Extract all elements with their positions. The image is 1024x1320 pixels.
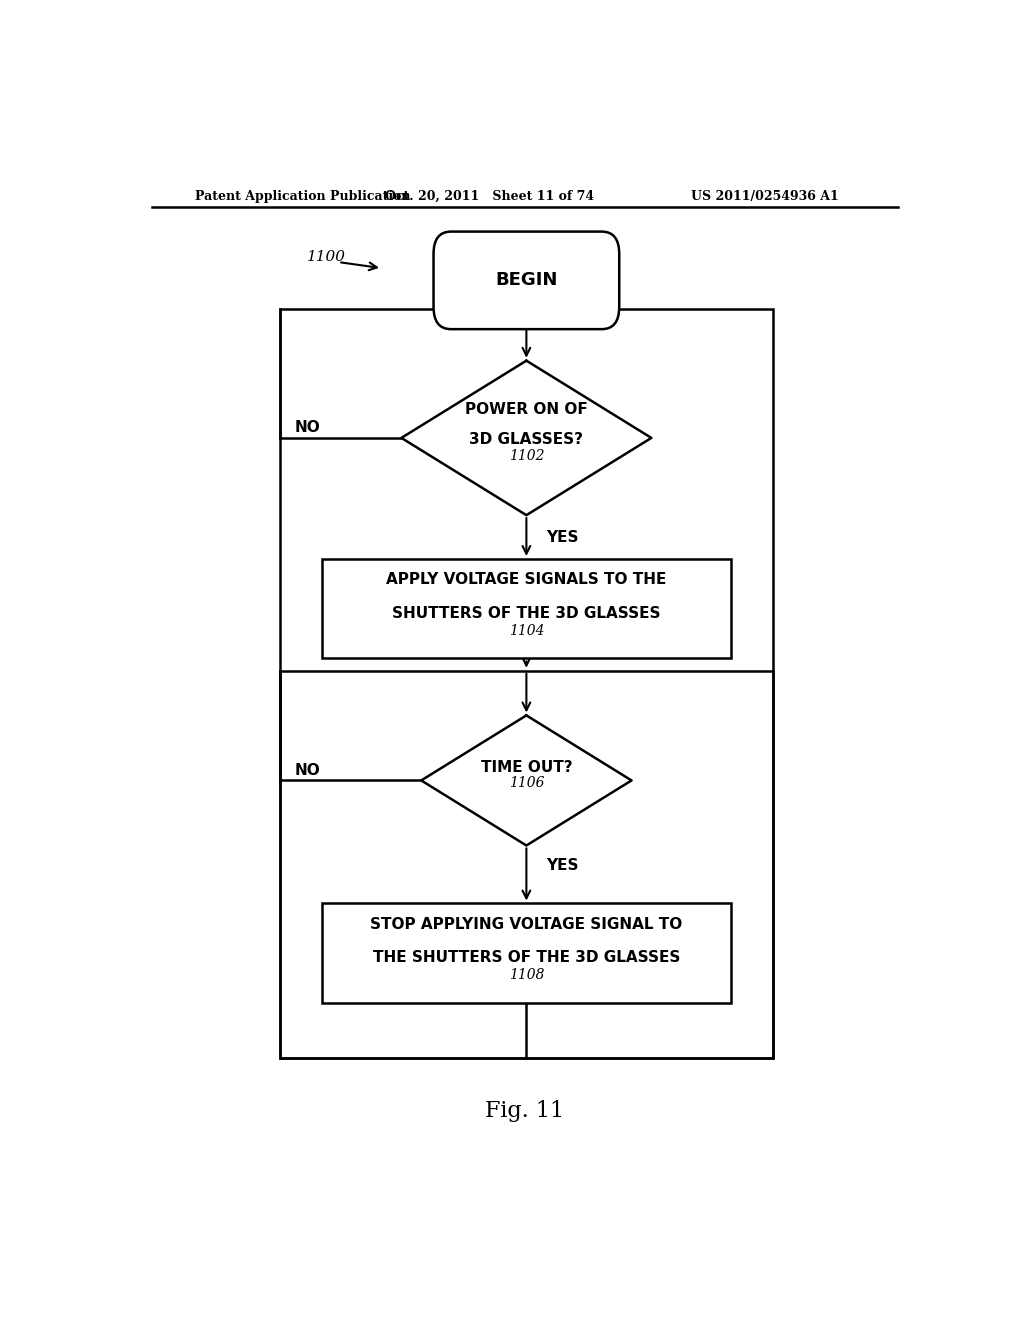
Text: YES: YES [546, 531, 579, 545]
Text: APPLY VOLTAGE SIGNALS TO THE: APPLY VOLTAGE SIGNALS TO THE [386, 572, 667, 587]
Text: 1102: 1102 [509, 449, 544, 463]
Text: TIME OUT?: TIME OUT? [480, 760, 572, 775]
Bar [322, 558, 731, 659]
FancyBboxPatch shape [433, 231, 620, 329]
Text: STOP APPLYING VOLTAGE SIGNAL TO: STOP APPLYING VOLTAGE SIGNAL TO [371, 917, 683, 932]
Text: POWER ON OF: POWER ON OF [465, 403, 588, 417]
Text: 1100: 1100 [306, 249, 345, 264]
Text: 1106: 1106 [509, 776, 544, 791]
Text: 1108: 1108 [509, 968, 544, 982]
Text: 3D GLASSES?: 3D GLASSES? [469, 433, 584, 447]
Text: BEGIN: BEGIN [496, 272, 558, 289]
Text: Oct. 20, 2011   Sheet 11 of 74: Oct. 20, 2011 Sheet 11 of 74 [385, 190, 594, 202]
Bar [322, 903, 731, 1003]
Text: Fig. 11: Fig. 11 [485, 1100, 564, 1122]
Text: NO: NO [295, 420, 321, 436]
Text: SHUTTERS OF THE 3D GLASSES: SHUTTERS OF THE 3D GLASSES [392, 606, 660, 620]
Text: THE SHUTTERS OF THE 3D GLASSES: THE SHUTTERS OF THE 3D GLASSES [373, 950, 680, 965]
Text: NO: NO [295, 763, 321, 777]
Text: 1104: 1104 [509, 623, 544, 638]
Text: Patent Application Publication: Patent Application Publication [196, 190, 411, 202]
Text: US 2011/0254936 A1: US 2011/0254936 A1 [690, 190, 839, 202]
Text: YES: YES [546, 858, 579, 874]
Bar [281, 671, 773, 1057]
Bar [281, 309, 773, 1057]
